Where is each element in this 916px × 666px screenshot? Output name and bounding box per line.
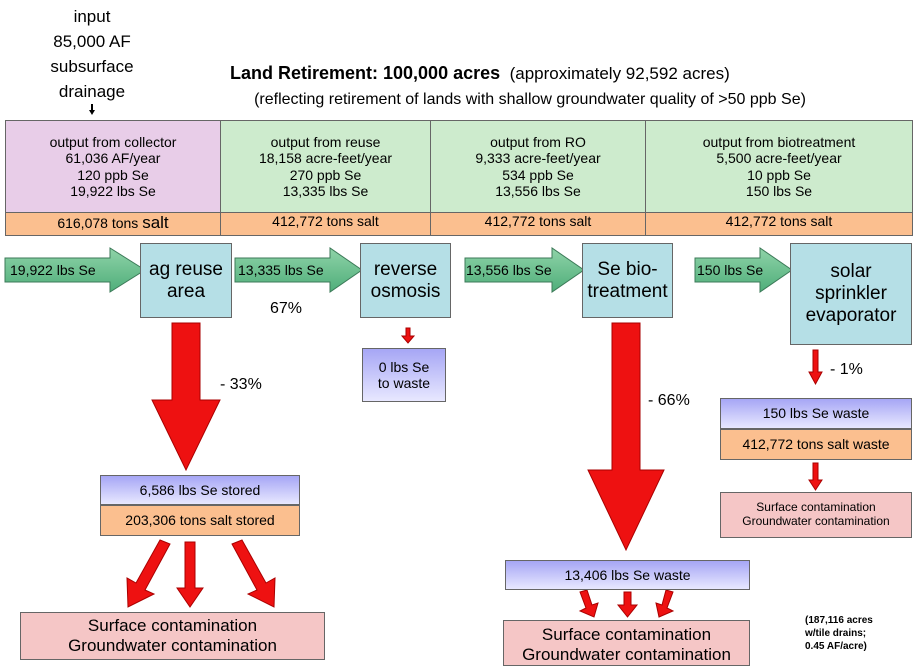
process-line: solar [830,261,872,283]
loss-arrow [808,349,823,386]
flow-arrow [464,247,585,293]
salt-unit: salt [142,213,169,232]
loss-arrow [587,322,665,552]
percent-label: - 66% [648,392,690,409]
output-line: 5,500 acre-feet/year [716,150,842,167]
contamination-box: Surface contamination Groundwater contami… [20,612,325,660]
loss-arrow [231,539,276,608]
process-line: ag reuse [149,258,223,280]
title-bold: Land Retirement: 100,000 acres [230,63,501,83]
title-rest: (approximately 92,592 acres) [509,64,730,83]
loss-arrow [655,589,675,618]
output-line: output from reuse [270,134,381,151]
output-line: 534 ppb Se [502,166,574,183]
process-box: solar sprinkler evaporator [790,243,912,345]
output-line: 19,922 lbs Se [70,182,156,199]
process-line: evaporator [805,304,897,326]
flow-arrow [234,247,363,293]
note-line: w/tile drains; [805,628,867,639]
salt-box: 203,306 tons salt stored [100,505,300,536]
contamination-line: Surface contamination [756,500,876,515]
title: Land Retirement: 100,000 acres (approxim… [230,63,730,84]
waste-box: 0 lbs Se to waste [362,348,446,402]
output-line: 120 ppb Se [77,166,149,183]
arrow-label: 150 lbs Se [697,262,764,278]
loss-arrow [176,541,204,608]
input-line: input [73,7,111,26]
loss-arrow [578,589,599,618]
process-line: area [166,280,206,302]
process-box: ag reuse area [140,243,232,318]
arrow-label: 13,556 lbs Se [466,262,552,278]
salt-text: 412,772 tons salt [484,213,592,229]
contamination-box: Surface contamination Groundwater contami… [720,492,912,538]
output-line: output from biotreatment [702,134,856,151]
waste-box: 13,406 lbs Se waste [505,560,750,590]
salt-cell: 616,078 tons salt [5,212,221,236]
input-line: 85,000 AF [53,32,131,51]
waste-line: to waste [377,375,431,391]
output-line: output from RO [490,134,586,151]
salt-cell: 412,772 tons salt [645,212,913,236]
input-label: input 85,000 AF subsurface drainage [32,4,152,104]
output-cell: output from collector 61,036 AF/year 120 p… [5,120,221,213]
output-line: 270 ppb Se [289,166,362,183]
loss-arrow [151,322,221,472]
contamination-line: Surface contamination [87,616,258,636]
contamination-line: Groundwater contamination [68,636,277,655]
output-line: 13,335 lbs Se [282,182,369,199]
waste-line: 0 lbs Se [378,358,430,375]
salt-text: 616,078 tons [57,215,139,231]
output-line: 18,158 acre-feet/year [258,150,393,167]
note-line: 0.45 AF/acre) [805,641,867,652]
output-line: 13,556 lbs Se [495,182,581,199]
output-cell: output from biotreatment 5,500 acre-feet/… [645,120,913,213]
contamination-line: Groundwater contamination [742,514,890,528]
process-line: reverse [373,258,438,280]
output-line: 9,333 acre-feet/year [475,150,601,167]
process-line: Se bio- [597,258,658,280]
output-line: 10 ppb Se [747,166,811,183]
salt-text: 412,772 tons salt [725,213,833,229]
process-line: treatment [587,280,668,302]
salt-text: 412,772 tons salt [272,213,379,229]
salt-cell: 412,772 tons salt [220,212,431,236]
process-box: reverse osmosis [360,243,451,318]
contamination-box: Surface contamination Groundwater contami… [503,620,750,666]
input-line: drainage [58,82,126,101]
salt-cell: 412,772 tons salt [430,212,646,236]
note: (187,116 acres w/tile drains; 0.45 AF/ac… [805,614,873,653]
input-line: subsurface [50,57,134,76]
waste-box: 150 lbs Se waste [720,398,912,429]
output-line: 61,036 AF/year [65,150,161,167]
note-line: (187,116 acres [805,615,873,626]
arrow-label: 19,922 lbs Se [10,262,96,278]
loss-arrow [126,539,171,608]
arrow-label: 13,335 lbs Se [238,262,324,278]
flow-arrow [694,247,793,293]
process-line: osmosis [370,280,441,302]
output-line: 150 lbs Se [745,182,813,199]
output-cell: output from reuse 18,158 acre-feet/year 27… [220,120,431,213]
percent-label: - 33% [220,376,262,393]
process-box: Se bio-treatment [582,243,673,318]
percent-label: 67% [270,300,303,317]
stored-box: 6,586 lbs Se stored [100,475,300,505]
input-arrow [89,104,95,115]
contamination-line: Groundwater contamination [522,644,731,664]
percent-label: - 1% [830,361,863,378]
flow-arrow [4,247,146,293]
loss-arrow [616,591,639,618]
output-cell: output from RO 9,333 acre-feet/year 534 pp… [430,120,646,213]
loss-arrow [400,327,416,344]
loss-arrow [808,462,823,491]
contamination-line: Surface contamination [541,625,712,644]
salt-box: 412,772 tons salt waste [720,429,912,460]
process-line: sprinkler [815,283,887,305]
output-line: output from collector [49,134,177,151]
subtitle: (reflecting retirement of lands with sha… [254,91,806,108]
